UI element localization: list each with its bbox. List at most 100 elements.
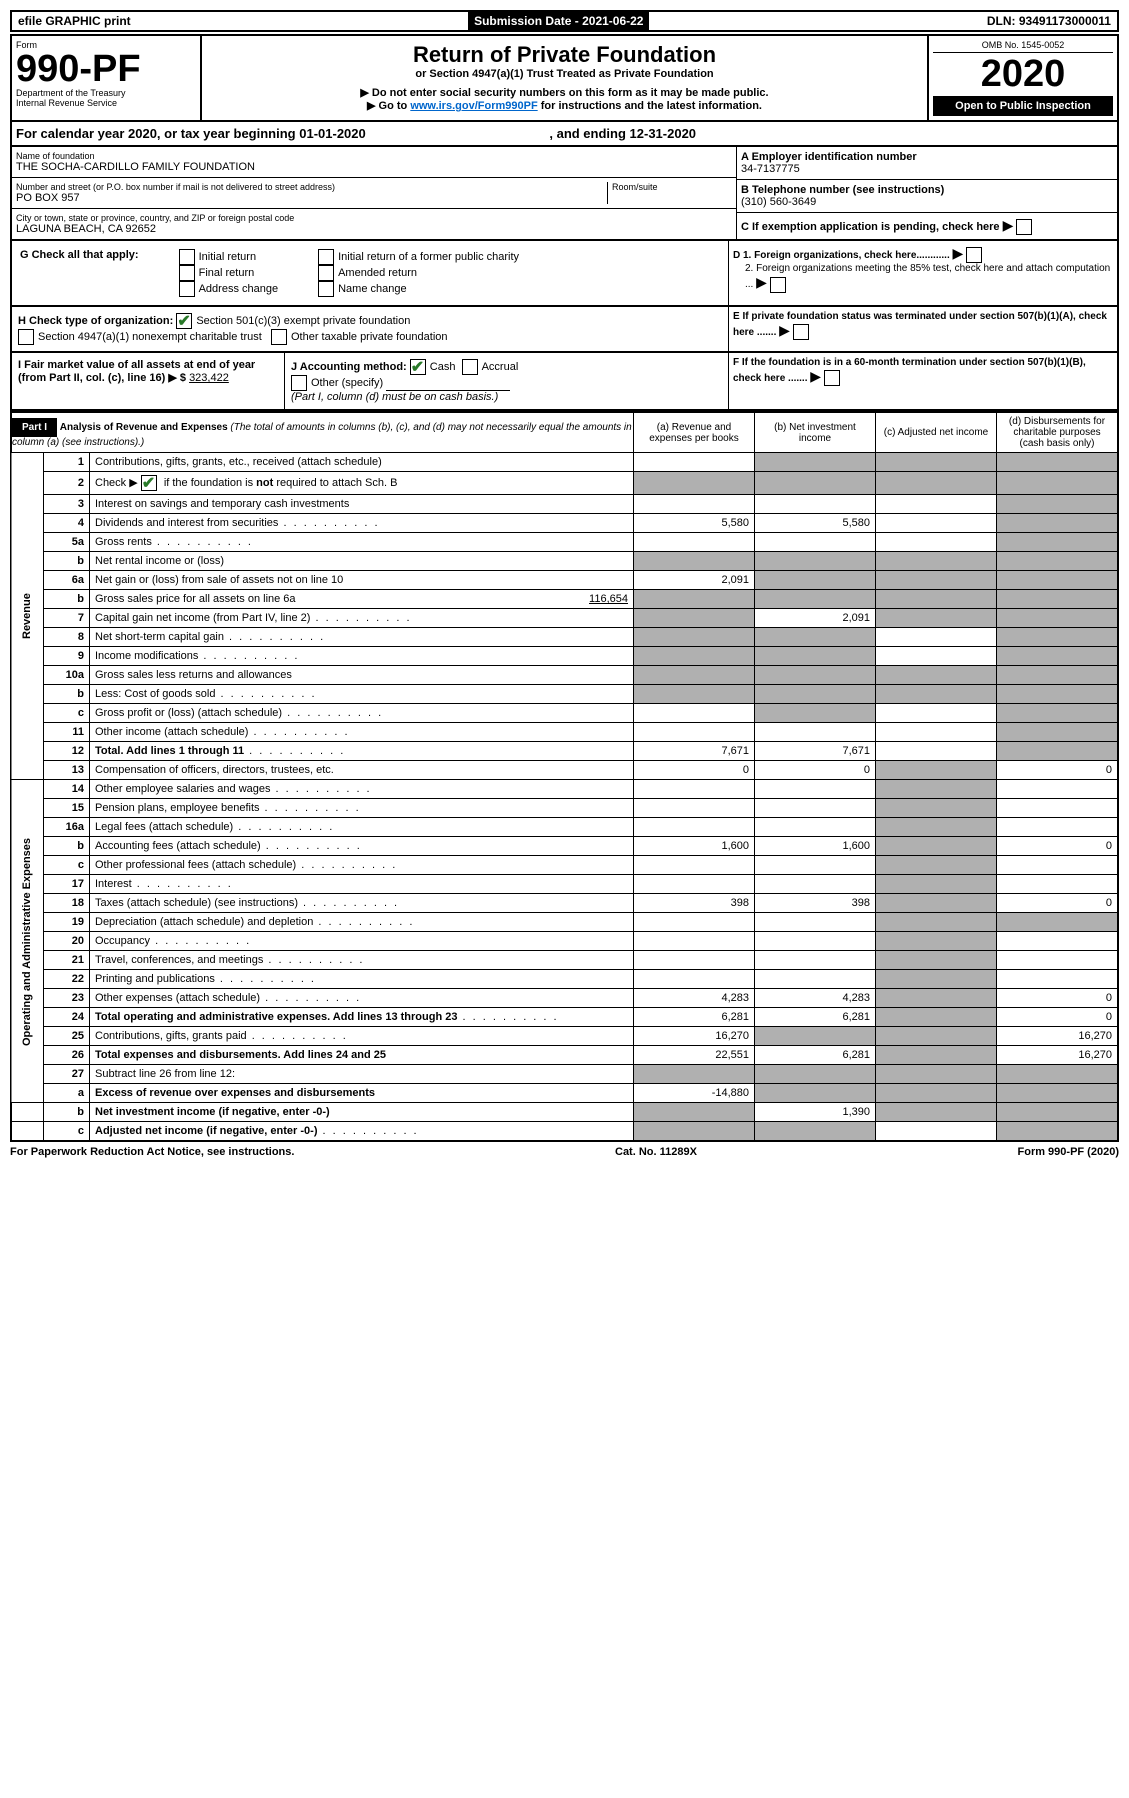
form-title: Return of Private Foundation: [208, 42, 921, 68]
city-label: City or town, state or province, country…: [16, 213, 732, 223]
d1-checkbox[interactable]: [966, 247, 982, 263]
i-value: 323,422: [189, 372, 229, 384]
row-12: Total. Add lines 1 through 11: [95, 745, 244, 757]
g-addr-checkbox[interactable]: [179, 281, 195, 297]
d1-label: D 1. Foreign organizations, check here..…: [733, 250, 950, 261]
val-7b: 2,091: [755, 609, 876, 628]
row-4: Dividends and interest from securities: [90, 514, 634, 533]
e-checkbox[interactable]: [793, 324, 809, 340]
part1-table: Part I Analysis of Revenue and Expenses …: [10, 411, 1119, 1142]
val-26d: 16,270: [997, 1046, 1119, 1065]
ein: 34-7137775: [741, 163, 1113, 175]
row-27c: Adjusted net income (if negative, enter …: [95, 1125, 317, 1137]
val-18d: 0: [997, 894, 1119, 913]
val-24b: 6,281: [755, 1008, 876, 1027]
h-4947-checkbox[interactable]: [18, 329, 34, 345]
tel-label: B Telephone number (see instructions): [741, 184, 1113, 196]
val-4a: 5,580: [634, 514, 755, 533]
val-23a: 4,283: [634, 989, 755, 1008]
dept: Department of the Treasury: [16, 88, 196, 98]
row-23: Other expenses (attach schedule): [90, 989, 634, 1008]
c-checkbox[interactable]: [1016, 219, 1032, 235]
row-10b: Less: Cost of goods sold: [90, 685, 634, 704]
cy-mid: , and ending: [549, 126, 629, 141]
footer-mid: Cat. No. 11289X: [615, 1146, 697, 1158]
val-13a: 0: [634, 761, 755, 780]
ein-label: A Employer identification number: [741, 151, 1113, 163]
identification-grid: Name of foundation THE SOCHA-CARDILLO FA…: [10, 147, 1119, 241]
col-c: (c) Adjusted net income: [876, 412, 997, 453]
row-24: Total operating and administrative expen…: [95, 1011, 457, 1023]
g-name-checkbox[interactable]: [318, 281, 334, 297]
row-25: Contributions, gifts, grants paid: [90, 1027, 634, 1046]
val-26b: 6,281: [755, 1046, 876, 1065]
d2-checkbox[interactable]: [770, 277, 786, 293]
form-header: Form 990-PF Department of the Treasury I…: [10, 34, 1119, 120]
row-6a: Net gain or (loss) from sale of assets n…: [90, 571, 634, 590]
schb-checkbox[interactable]: [141, 475, 157, 491]
j-accrual: Accrual: [482, 361, 519, 373]
row-11: Other income (attach schedule): [90, 723, 634, 742]
col-b: (b) Net investment income: [755, 412, 876, 453]
val-18a: 398: [634, 894, 755, 913]
omb: OMB No. 1545-0052: [933, 40, 1113, 53]
h-opt1: Section 501(c)(3) exempt private foundat…: [196, 315, 410, 327]
telephone: (310) 560-3649: [741, 196, 1113, 208]
val-16bd: 0: [997, 837, 1119, 856]
row-16b: Accounting fees (attach schedule): [90, 837, 634, 856]
row-3: Interest on savings and temporary cash i…: [90, 495, 634, 514]
j-cash: Cash: [430, 361, 456, 373]
val-6a: 2,091: [634, 571, 755, 590]
part1-label: Part I: [12, 418, 57, 437]
val-12b: 7,671: [755, 742, 876, 761]
row-5a: Gross rents: [90, 533, 634, 552]
f-label: F If the foundation is in a 60-month ter…: [733, 357, 1086, 384]
part1-title: Analysis of Revenue and Expenses: [60, 422, 228, 433]
j-other-checkbox[interactable]: [291, 375, 307, 391]
val-18b: 398: [755, 894, 876, 913]
row-19: Depreciation (attach schedule) and deple…: [90, 913, 634, 932]
val-16ba: 1,600: [634, 837, 755, 856]
row-27a: Excess of revenue over expenses and disb…: [95, 1087, 375, 1099]
h-opt2: Section 4947(a)(1) nonexempt charitable …: [38, 331, 262, 343]
val-25d: 16,270: [997, 1027, 1119, 1046]
row-21: Travel, conferences, and meetings: [90, 951, 634, 970]
row-13: Compensation of officers, directors, tru…: [90, 761, 634, 780]
city: LAGUNA BEACH, CA 92652: [16, 223, 732, 235]
g-opt-0: Initial return: [199, 251, 256, 263]
j-accrual-checkbox[interactable]: [462, 359, 478, 375]
g-amended-checkbox[interactable]: [318, 265, 334, 281]
row-22: Printing and publications: [90, 970, 634, 989]
val-13b: 0: [755, 761, 876, 780]
row-1: Contributions, gifts, grants, etc., rece…: [90, 453, 634, 472]
cy-pre: For calendar year 2020, or tax year begi…: [16, 126, 299, 141]
d2-label: 2. Foreign organizations meeting the 85%…: [745, 263, 1110, 290]
j-other-input[interactable]: [386, 376, 510, 391]
row-26: Total expenses and disbursements. Add li…: [95, 1049, 386, 1061]
h-501c3-checkbox[interactable]: [176, 313, 192, 329]
h-other-checkbox[interactable]: [271, 329, 287, 345]
g-opt-2: Address change: [199, 283, 279, 295]
row-5b: Net rental income or (loss): [90, 552, 634, 571]
form-subtitle: or Section 4947(a)(1) Trust Treated as P…: [208, 68, 921, 80]
calendar-year-row: For calendar year 2020, or tax year begi…: [10, 120, 1119, 147]
val-16bb: 1,600: [755, 837, 876, 856]
tax-year: 2020: [933, 53, 1113, 96]
g-final-checkbox[interactable]: [179, 265, 195, 281]
instructions-link[interactable]: www.irs.gov/Form990PF: [410, 100, 537, 112]
cy-end: 12-31-2020: [630, 126, 697, 141]
val-23b: 4,283: [755, 989, 876, 1008]
g-former-checkbox[interactable]: [318, 249, 334, 265]
g-initial-checkbox[interactable]: [179, 249, 195, 265]
row-15: Pension plans, employee benefits: [90, 799, 634, 818]
j-cash-checkbox[interactable]: [410, 359, 426, 375]
g-opt-1: Final return: [199, 267, 255, 279]
col-a: (a) Revenue and expenses per books: [634, 412, 755, 453]
g-opt-5: Name change: [338, 283, 407, 295]
f-checkbox[interactable]: [824, 370, 840, 386]
val-25a: 16,270: [634, 1027, 755, 1046]
note-2-post: for instructions and the latest informat…: [541, 100, 762, 112]
val-4b: 5,580: [755, 514, 876, 533]
efile-label: efile GRAPHIC print: [12, 12, 137, 30]
val-27b: 1,390: [755, 1103, 876, 1122]
